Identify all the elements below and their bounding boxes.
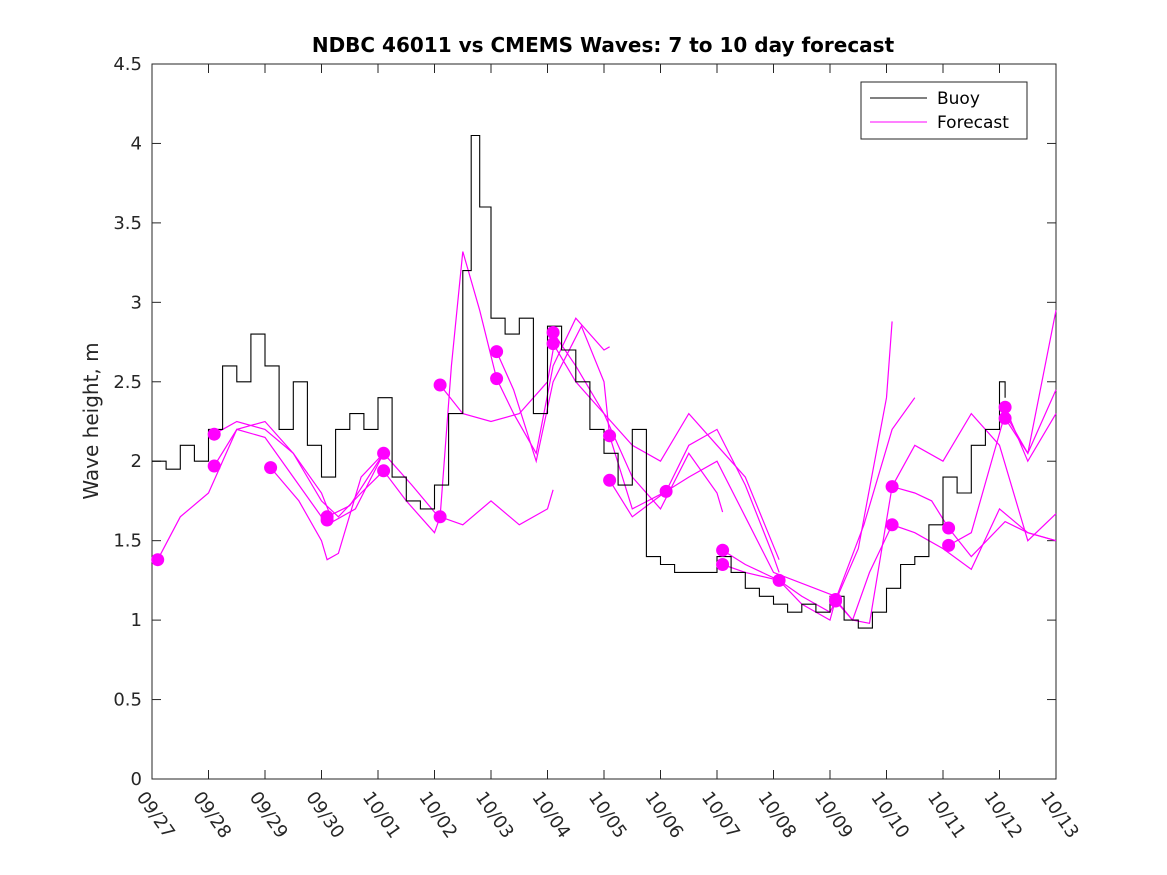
forecast-series-line: [609, 460, 836, 597]
forecast-series-line: [496, 317, 610, 456]
forecast-start-marker: [942, 521, 956, 535]
forecast-start-marker: [885, 480, 899, 494]
forecast-series-line: [722, 397, 916, 622]
legend-buoy-label: Buoy: [937, 89, 980, 109]
forecast-start-marker: [998, 411, 1012, 425]
forecast-start-marker: [603, 429, 617, 443]
forecast-start-marker: [377, 446, 391, 460]
forecast-start-marker: [151, 553, 165, 567]
forecast-start-marker: [942, 538, 956, 552]
forecast-series-line: [383, 251, 498, 534]
forecast-start-marker: [490, 345, 504, 359]
forecast-start-marker: [659, 484, 673, 498]
y-tick-label: 3: [131, 292, 142, 313]
forecast-start-marker: [716, 543, 730, 557]
y-tick-label: 2.5: [113, 372, 142, 393]
forecast-series-line: [439, 489, 554, 526]
forecast-series-line: [609, 428, 780, 573]
forecast-start-marker: [829, 594, 843, 608]
forecast-start-marker: [320, 513, 334, 527]
y-tick-label: 0.5: [113, 690, 142, 711]
plot-area: [151, 63, 1057, 780]
forecast-start-marker: [264, 461, 278, 475]
legend-box: [860, 81, 1028, 140]
marker-layer: [151, 326, 1012, 608]
chart-title: NDBC 46011 vs CMEMS Waves: 7 to 10 day f…: [312, 33, 895, 57]
forecast-start-marker: [546, 337, 560, 351]
forecast-start-marker: [603, 473, 617, 487]
y-tick-label: 1.5: [113, 531, 142, 552]
forecast-series-line: [270, 452, 385, 561]
forecast-series-line: [496, 324, 611, 464]
y-tick-labels: 0 0.5 1 1.5 2 2.5 3 3.5 4 4.5: [113, 54, 142, 790]
forecast-start-marker: [490, 372, 504, 386]
forecast-series-line: [439, 349, 554, 423]
forecast-start-marker: [207, 427, 221, 441]
y-tick-label: 4.5: [113, 54, 142, 75]
y-tick-label: 2: [131, 451, 142, 472]
y-tick-label: 1: [131, 610, 142, 631]
buoy-series-line: [152, 134, 1006, 629]
forecast-series-line: [213, 420, 385, 518]
forecast-start-marker: [885, 518, 899, 532]
forecast-start-marker: [716, 558, 730, 571]
forecast-start-marker: [377, 464, 391, 478]
forecast-series-line: [157, 428, 328, 560]
forecast-start-marker: [772, 573, 786, 587]
legend-forecast-label: Forecast: [937, 113, 1009, 133]
forecast-series-line: [1004, 310, 1057, 455]
legend: Buoy Forecast: [860, 81, 1028, 140]
forecast-start-marker: [207, 459, 221, 473]
forecast-series-line: [891, 412, 1057, 542]
axes-box: [151, 63, 1057, 780]
y-tick-label: 3.5: [113, 213, 142, 234]
y-tick-label: 0: [131, 769, 142, 790]
forecast-series-line: [948, 520, 1057, 558]
buoy-layer: [152, 134, 1006, 629]
y-tick-label: 4: [131, 133, 142, 154]
forecast-start-marker: [546, 326, 560, 339]
forecast-start-marker: [998, 400, 1012, 414]
y-axis-label: Wave height, m: [79, 342, 103, 499]
forecast-series-line: [1004, 406, 1057, 463]
forecast-start-marker: [433, 378, 447, 392]
forecast-start-marker: [433, 510, 447, 524]
